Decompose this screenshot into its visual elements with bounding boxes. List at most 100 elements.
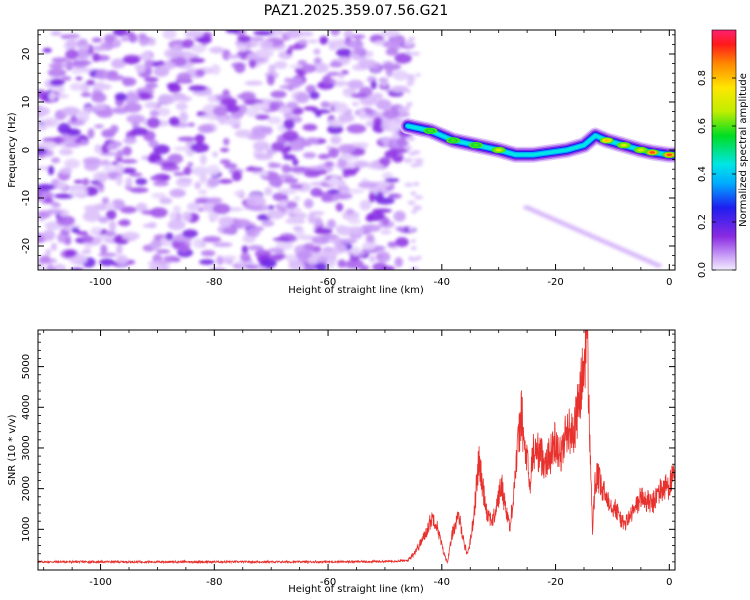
noise-blob — [144, 82, 158, 89]
signal-hotspot — [427, 129, 434, 133]
x-tick-label: 0 — [666, 577, 672, 588]
noise-blob — [365, 233, 375, 244]
noise-blob — [282, 130, 299, 142]
noise-blob — [269, 162, 282, 168]
noise-blob — [146, 117, 161, 129]
noise-blob — [376, 251, 391, 263]
noise-blob — [264, 186, 273, 196]
noise-blob-edge — [408, 36, 416, 41]
noise-blob — [231, 170, 242, 182]
noise-blob — [81, 235, 94, 244]
x-tick-label: -100 — [89, 277, 112, 288]
noise-blob — [303, 169, 322, 178]
noise-blob — [178, 50, 194, 59]
noise-blob — [194, 134, 205, 144]
noise-blob — [232, 218, 251, 228]
noise-blob — [194, 181, 201, 190]
noise-blob — [236, 93, 253, 99]
noise-blob — [195, 69, 205, 77]
snr-series-line — [38, 330, 675, 565]
noise-blob — [379, 78, 389, 87]
noise-blob — [111, 199, 126, 210]
noise-blob — [75, 49, 90, 59]
noise-blob — [293, 196, 301, 202]
noise-blob — [244, 80, 264, 86]
noise-blob — [372, 208, 392, 213]
noise-blob — [349, 232, 363, 240]
noise-blob — [311, 235, 330, 245]
noise-blob — [93, 81, 107, 91]
noise-blob — [155, 249, 171, 254]
noise-blob — [85, 79, 96, 86]
noise-blob — [382, 109, 400, 119]
noise-blob — [327, 39, 339, 51]
noise-blob — [379, 156, 391, 166]
noise-blob — [42, 229, 56, 241]
noise-blob — [61, 106, 80, 116]
noise-blob — [190, 142, 210, 153]
noise-blob — [317, 153, 331, 160]
noise-blob — [304, 137, 320, 144]
noise-blob — [175, 102, 188, 111]
noise-blob — [290, 76, 304, 88]
noise-blob — [144, 67, 153, 76]
noise-blob — [40, 141, 58, 150]
noise-blob — [103, 165, 116, 173]
noise-blob — [197, 36, 212, 44]
noise-blob — [368, 192, 376, 203]
noise-blob — [200, 241, 207, 248]
noise-blob — [223, 163, 238, 169]
noise-blob — [279, 199, 288, 208]
top-y-axis-label: Frequency (Hz) — [7, 112, 18, 188]
noise-blob — [105, 202, 115, 210]
noise-blob — [91, 52, 101, 62]
noise-blob — [345, 258, 364, 269]
noise-blob-edge — [413, 182, 420, 187]
noise-blob-edge — [411, 150, 418, 155]
noise-blob — [347, 79, 364, 90]
noise-blob — [256, 249, 266, 255]
noise-blob — [186, 202, 201, 212]
noise-blob — [144, 58, 153, 70]
noise-blob — [335, 48, 352, 58]
noise-blob — [173, 96, 192, 101]
noise-blob-edge — [410, 191, 417, 196]
noise-blob — [80, 92, 92, 98]
noise-blob — [45, 208, 64, 215]
noise-blob — [273, 60, 288, 70]
noise-blob — [72, 60, 92, 66]
noise-blob — [351, 101, 360, 107]
y-tick-label: 2000 — [21, 476, 32, 501]
noise-blob — [120, 36, 129, 42]
noise-blob — [129, 187, 149, 193]
noise-blob — [122, 146, 132, 156]
noise-blob — [57, 122, 71, 134]
noise-blob — [176, 72, 191, 83]
noise-blob — [101, 197, 110, 205]
noise-blob — [292, 226, 304, 231]
noise-blob — [339, 185, 351, 195]
noise-blob — [199, 172, 207, 184]
noise-blob — [178, 243, 190, 253]
noise-blob — [144, 101, 158, 109]
noise-blob — [150, 239, 161, 250]
noise-blob — [315, 262, 328, 270]
noise-blob — [394, 52, 412, 64]
secondary-trace-blob — [653, 263, 662, 268]
noise-blob — [63, 236, 72, 246]
noise-blob — [99, 258, 115, 267]
noise-blob — [157, 60, 165, 66]
noise-blob — [324, 161, 335, 168]
noise-blob — [241, 245, 249, 254]
noise-blob — [234, 62, 246, 74]
noise-blob — [352, 47, 366, 55]
signal-hotspot — [495, 148, 502, 152]
noise-blob — [54, 193, 75, 199]
noise-blob — [268, 64, 276, 73]
noise-blob — [220, 97, 238, 106]
noise-blob — [219, 159, 231, 165]
noise-blob — [51, 202, 61, 208]
noise-blob — [223, 137, 230, 146]
noise-blob — [75, 76, 83, 81]
